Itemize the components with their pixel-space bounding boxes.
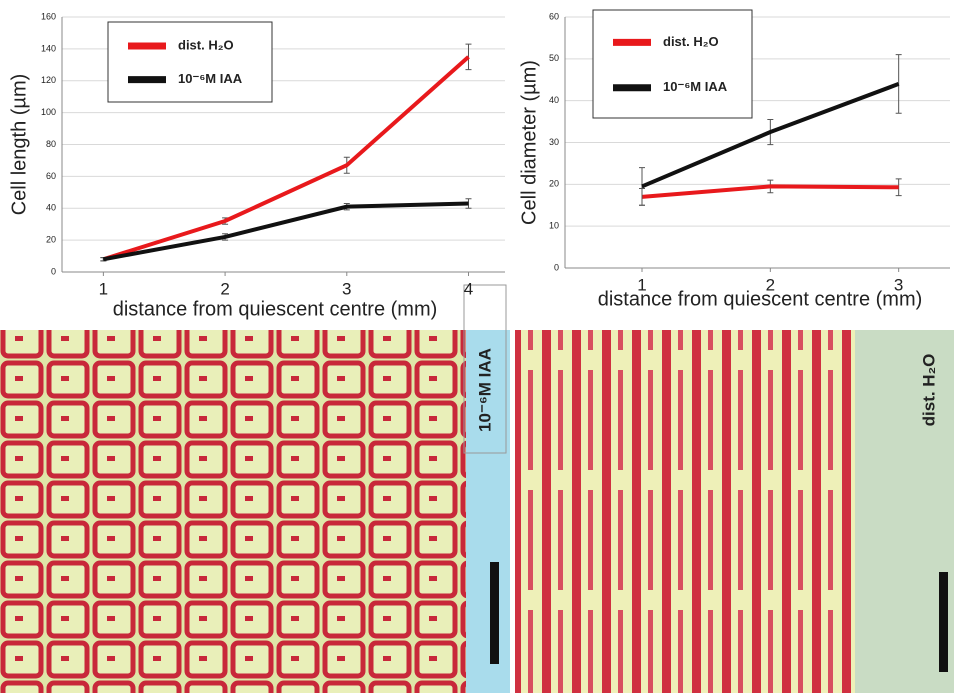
y-tick-label: 40 — [549, 95, 559, 105]
series-line — [641, 184, 899, 199]
legend-label: 10⁻⁶M IAA — [663, 79, 728, 94]
y-tick-label: 10 — [549, 221, 559, 231]
series-line — [103, 201, 469, 262]
y-tick-label: 50 — [549, 53, 559, 63]
background-strip — [466, 330, 510, 693]
series-line — [102, 55, 470, 262]
legend-box — [107, 21, 273, 103]
x-tick-label: 3 — [894, 275, 903, 294]
legend-label: dist. H₂O — [178, 37, 234, 52]
panel-label: dist. H₂O — [919, 354, 938, 427]
y-tick-label: 20 — [549, 179, 559, 189]
y-tick-label: 20 — [46, 235, 56, 245]
y-tick-label: 40 — [46, 203, 56, 213]
series-line — [641, 82, 900, 189]
x-tick-label: 3 — [342, 279, 351, 298]
x-tick-label: 2 — [220, 279, 229, 298]
error-bar — [895, 178, 902, 197]
panel-label: 10⁻⁶M IAA — [475, 348, 494, 432]
y-tick-label: 120 — [41, 75, 56, 85]
y-axis-label: Cell length (µm) — [8, 74, 30, 216]
micrograph-iaa — [0, 330, 466, 693]
micrograph-h2o — [515, 330, 855, 693]
x-tick-label: 4 — [464, 279, 473, 298]
selection-box — [463, 284, 507, 454]
x-tick-label: 2 — [766, 275, 775, 294]
y-tick-label: 30 — [549, 137, 559, 147]
background-strip — [855, 330, 954, 693]
y-tick-label: 140 — [41, 43, 56, 53]
scale-bar — [939, 572, 948, 672]
x-tick-label: 1 — [637, 275, 646, 294]
legend-label: dist. H₂O — [663, 34, 719, 49]
y-axis-label: Cell diameter (µm) — [518, 60, 540, 225]
y-tick-label: 160 — [41, 11, 56, 21]
error-bar — [895, 54, 902, 114]
x-tick-label: 1 — [99, 279, 108, 298]
scale-bar — [490, 562, 499, 664]
legend-label: 10⁻⁶M IAA — [178, 71, 243, 86]
y-tick-label: 80 — [46, 139, 56, 149]
x-axis-label: distance from quiescent centre (mm) — [598, 288, 923, 310]
micrographs: 10⁻⁶M IAA dist. H₂O — [0, 284, 954, 693]
y-tick-label: 0 — [554, 262, 559, 272]
y-tick-label: 60 — [46, 171, 56, 181]
y-tick-label: 60 — [549, 11, 559, 21]
x-axis-label: distance from quiescent centre (mm) — [113, 298, 438, 320]
legend-box — [592, 9, 753, 119]
y-tick-label: 0 — [51, 266, 56, 276]
y-tick-label: 100 — [41, 107, 56, 117]
